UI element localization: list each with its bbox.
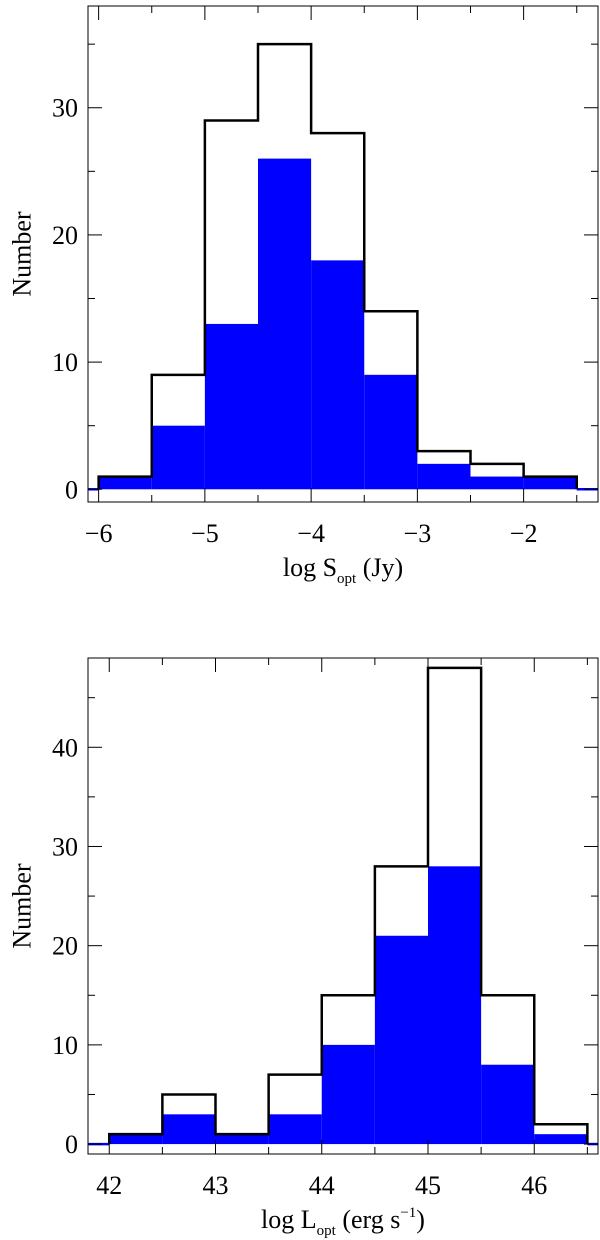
luminosity-xtick-label: 45 [415,1171,441,1200]
luminosity-filled-bar [109,1134,163,1145]
flux-outline-histogram [97,42,578,490]
flux-ylabel: Number [8,211,37,297]
luminosity-ytick-label: 30 [52,832,78,861]
flux-xtick-label: −2 [510,519,538,548]
luminosity-axes-frame [87,657,599,1155]
luminosity-ylabel: Number [8,863,37,949]
luminosity-filled-bar [162,1114,216,1145]
flux-filled-bar [204,323,258,490]
flux-xlabel: log Sopt (Jy) [283,553,403,587]
luminosity-histogram-panel: 42 43 44 45 46 0 10 20 30 40 Number log Lopt (erg s… [8,657,599,1239]
luminosity-xtick-label: 46 [521,1171,547,1200]
luminosity-outline-histogram [108,666,589,1145]
luminosity-ytick-label: 20 [52,932,78,961]
flux-filled-bar [417,463,471,490]
luminosity-filled-bar [481,1064,535,1145]
luminosity-filled-bar [374,935,428,1145]
flux-filled-bar [311,260,365,490]
flux-ytick-label: 0 [65,475,78,504]
luminosity-ytick-label: 40 [52,733,78,762]
flux-xtick-label: −4 [297,519,325,548]
flux-filled-bar [364,374,418,490]
flux-histogram-panel: −6 −5 −4 −3 −2 0 10 20 30 Number log Sopt (Jy) [8,5,599,587]
luminosity-filled-bar [215,1134,269,1145]
flux-ytick-label: 10 [52,348,78,377]
flux-ytick-label: 30 [52,94,78,123]
luminosity-xtick-label: 44 [309,1171,335,1200]
luminosity-xtick-label: 43 [203,1171,229,1200]
luminosity-ytick-label: 10 [52,1031,78,1060]
flux-xtick-label: −3 [404,519,432,548]
flux-axes-frame [87,5,599,503]
flux-filled-bar [258,158,312,490]
flux-filled-bar [470,476,524,490]
luminosity-filled-bar [321,1044,375,1145]
luminosity-filled-bar [534,1134,588,1145]
luminosity-xlabel: log Lopt (erg s−1) [261,1205,425,1239]
luminosity-ytick-label: 0 [65,1130,78,1159]
flux-ytick-label: 20 [52,221,78,250]
luminosity-xtick-label: 42 [96,1171,122,1200]
flux-xtick-label: −6 [85,519,113,548]
luminosity-filled-bar [268,1114,322,1145]
flux-filled-bar [151,425,205,490]
luminosity-filled-bar [428,866,482,1145]
flux-xtick-label: −5 [191,519,219,548]
flux-filled-bar [98,476,152,490]
flux-filled-bar [523,476,577,490]
